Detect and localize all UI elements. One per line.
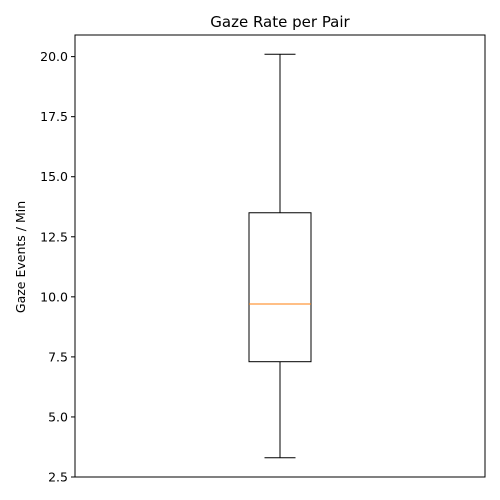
chart-title: Gaze Rate per Pair [210, 13, 350, 31]
y-tick-label: 17.5 [40, 109, 68, 124]
y-tick-label: 5.0 [48, 409, 68, 424]
y-tick-label: 7.5 [48, 349, 68, 364]
y-axis-label: Gaze Events / Min [13, 201, 28, 313]
plot-area-frame [74, 34, 486, 478]
y-axis: 2.5 5.0 7.5 10.0 12.5 15.0 17.5 20.0 [40, 49, 75, 485]
y-tick-label: 20.0 [40, 49, 68, 64]
y-tick-label: 12.5 [40, 229, 68, 244]
interquartile-box [248, 212, 312, 363]
box-plot [248, 53, 312, 459]
y-tick-label: 10.0 [40, 289, 68, 304]
y-tick-label: 2.5 [48, 470, 68, 485]
y-tick-label: 15.0 [40, 169, 68, 184]
